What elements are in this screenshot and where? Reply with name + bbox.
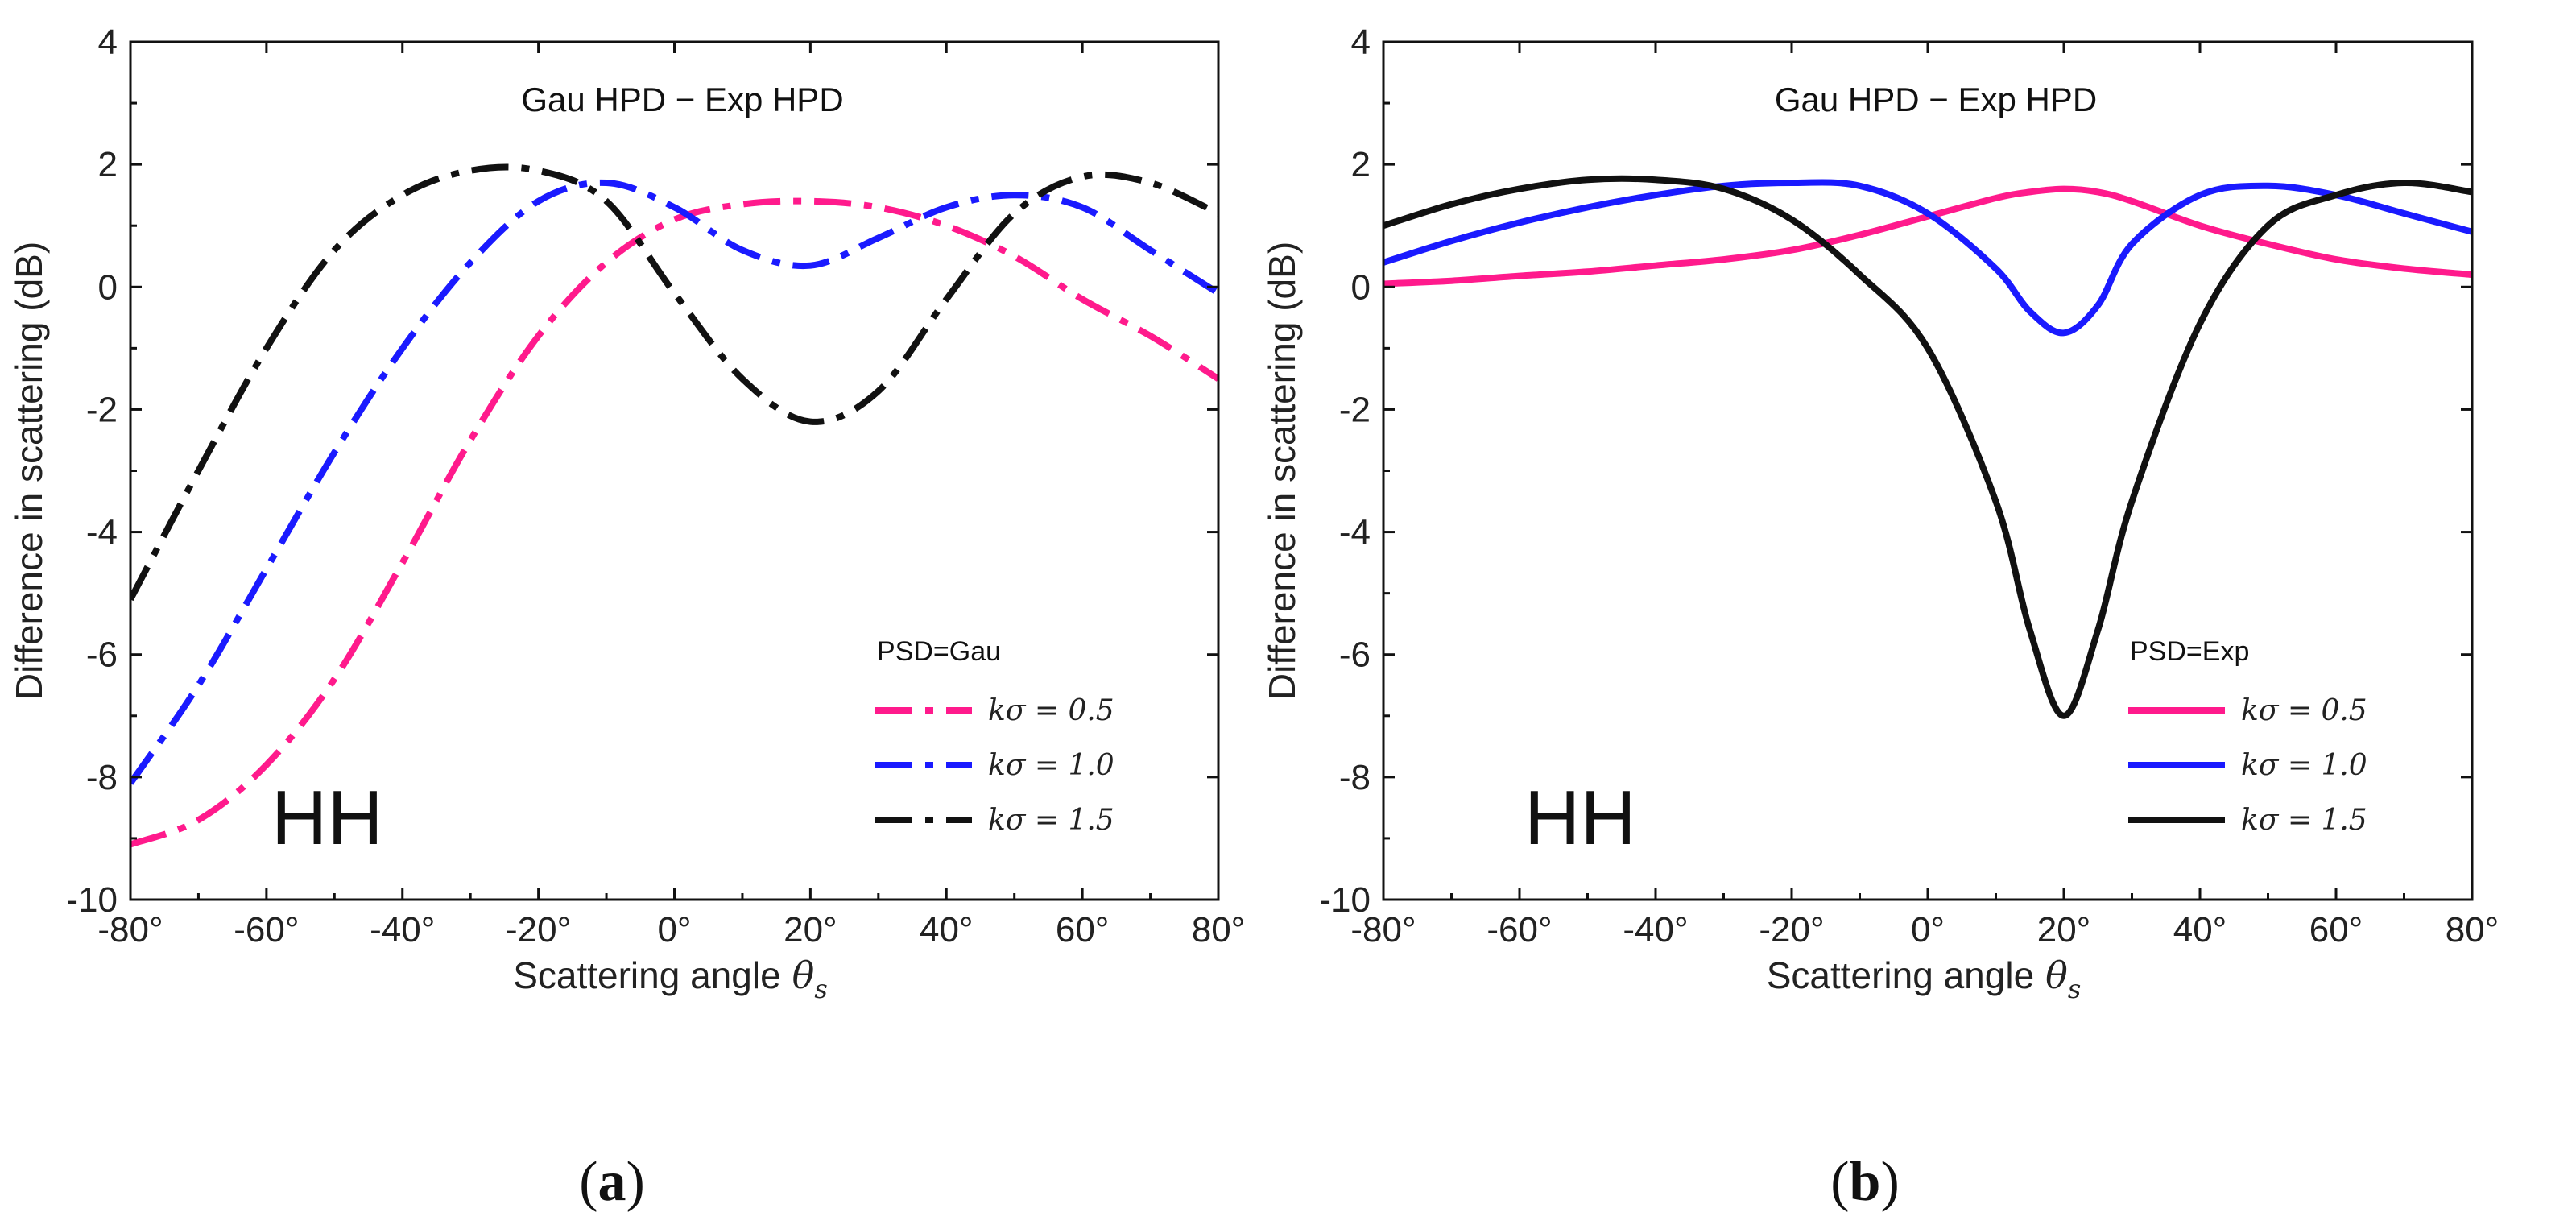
y-tick-label: -8 [1339, 758, 1371, 797]
x-tick-label: 20° [2037, 910, 2091, 950]
legend-title: PSD=Exp [2130, 636, 2249, 667]
legend-title: PSD=Gau [877, 636, 1001, 667]
y-tick-label: -6 [1339, 635, 1371, 675]
y-tick-label: 2 [98, 145, 118, 184]
x-axis-subscript: s [814, 974, 827, 1004]
x-tick-label: 40° [920, 910, 974, 950]
series-lines [1383, 175, 2472, 719]
x-tick-label: 80° [2446, 910, 2500, 950]
series-lines [130, 163, 1218, 848]
series-line-3 [1383, 175, 2472, 719]
x-axis-label: Scattering angle θs [1767, 954, 2082, 1004]
x-axis-label: Scattering angle θs [513, 954, 828, 1004]
y-tick-label: -10 [1319, 880, 1371, 920]
x-tick-label: -20° [506, 910, 571, 950]
y-tick-label: -2 [86, 390, 118, 429]
legend-label-2: kσ = 1.0 [2241, 749, 2367, 782]
x-tick-label: -20° [1759, 910, 1824, 950]
x-tick-label: -80° [97, 910, 163, 950]
x-axis-label-text: Scattering angle [1767, 954, 2034, 996]
series-line-1 [1383, 185, 2472, 288]
panel-letter: a [598, 1151, 626, 1213]
y-axis-label: Difference in scattering (dB) [1261, 242, 1303, 700]
legend: PSD=Exp kσ = 0.5 kσ = 1.0 kσ = 1.5 [2128, 636, 2367, 837]
chart-title: Gau HPD − Exp HPD [521, 81, 843, 118]
x-tick-label: 60° [2309, 910, 2363, 950]
chart-panel-b: -80° -60° -40° -20° 0° 20° 40° 60° 80° -10 -8 -6 -4 -… [1261, 23, 2499, 1213]
legend-label-2: kσ = 1.0 [988, 749, 1114, 782]
series-line-2 [1383, 179, 2472, 337]
chart-panel-a: -80° -60° -40° -20° 0° 20° 40° 60° 80° -10 -8 -6 -4 -… [8, 23, 1245, 1213]
panel-label: (b) [1830, 1151, 1900, 1213]
x-tick-label: 60° [1056, 910, 1110, 950]
chart-title: Gau HPD − Exp HPD [1775, 81, 2097, 118]
polarization-annotation: HH [271, 775, 383, 861]
x-axis-symbol: θ [2045, 954, 2068, 997]
x-tick-label: 80° [1192, 910, 1246, 950]
polarization-annotation: HH [1524, 775, 1636, 861]
y-tick-label: 4 [98, 23, 118, 62]
legend-label-3: kσ = 1.5 [988, 804, 1114, 837]
y-tick-label: -2 [1339, 390, 1371, 429]
x-axis-label-text: Scattering angle [513, 954, 780, 996]
y-tick-label: -6 [86, 635, 118, 675]
x-tick-label: -60° [234, 910, 299, 950]
legend-label-1: kσ = 0.5 [988, 694, 1114, 727]
y-tick-label: -8 [86, 758, 118, 797]
y-tick-label: 2 [1351, 145, 1371, 184]
y-tick-label: -10 [66, 880, 118, 920]
series-line-3 [130, 163, 1218, 602]
x-tick-label: 20° [784, 910, 837, 950]
panel-label: (a) [579, 1151, 645, 1213]
series-line-2 [130, 179, 1218, 785]
legend: PSD=Gau kσ = 0.5 kσ = 1.0 kσ = 1.5 [875, 636, 1114, 837]
y-tick-label: -4 [86, 513, 118, 552]
x-tick-label: 0° [657, 910, 691, 950]
panel-letter: b [1850, 1151, 1881, 1213]
x-tick-label: 0° [1911, 910, 1945, 950]
x-tick-label: -40° [370, 910, 435, 950]
y-tick-label: -4 [1339, 513, 1371, 552]
panel-paren-open: ( [1830, 1151, 1849, 1213]
y-tick-label: 0 [98, 267, 118, 307]
x-tick-label: -80° [1350, 910, 1416, 950]
y-tick-label: 4 [1351, 23, 1371, 62]
y-axis-label: Difference in scattering (dB) [8, 242, 50, 700]
x-tick-label: -40° [1623, 910, 1688, 950]
legend-label-1: kσ = 0.5 [2241, 694, 2367, 727]
panel-paren-open: ( [579, 1151, 597, 1213]
y-tick-label: 0 [1351, 267, 1371, 307]
panel-paren-close: ) [1880, 1151, 1899, 1213]
x-tick-label: -60° [1486, 910, 1552, 950]
x-axis-symbol: θ [792, 954, 815, 997]
legend-label-3: kσ = 1.5 [2241, 804, 2367, 837]
x-axis-subscript: s [2068, 974, 2081, 1004]
x-tick-label: 40° [2173, 910, 2227, 950]
panel-paren-close: ) [626, 1151, 645, 1213]
series-line-1 [130, 197, 1218, 848]
